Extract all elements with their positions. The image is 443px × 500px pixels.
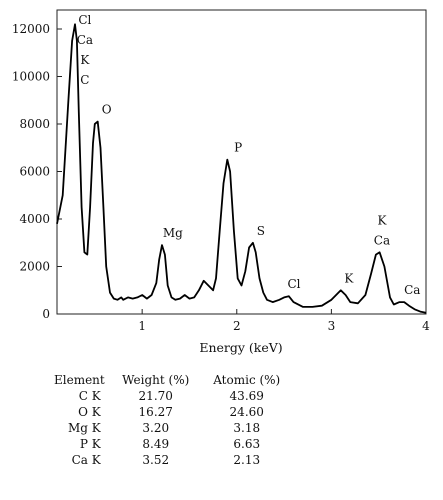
- peak-label: S: [257, 224, 265, 238]
- cell-element: Ca K: [71, 453, 101, 467]
- cell-atomic: 43.69: [229, 389, 264, 403]
- cell-weight: 16.27: [138, 405, 173, 419]
- table-row: P K 8.49 6.63: [50, 436, 293, 452]
- y-tick-label: 8000: [19, 117, 50, 131]
- y-tick-label: 12000: [12, 22, 50, 36]
- table-row: C K 21.70 43.69: [50, 388, 293, 404]
- peak-label: Ca: [374, 233, 390, 247]
- peak-label: P: [234, 141, 242, 155]
- peak-label: Ca: [404, 283, 420, 297]
- element-composition-table: Element Weight (%) Atomic (%) C K 21.70 …: [50, 372, 293, 468]
- cell-atomic: 24.60: [229, 405, 264, 419]
- cell-element: O K: [78, 405, 101, 419]
- y-axis: 0 2000 4000 6000 8000 10000 12000: [12, 22, 62, 321]
- peak-label: Mg: [163, 226, 183, 240]
- spectrum-line: [56, 23, 427, 314]
- peak-label: C: [80, 73, 89, 87]
- cell-weight: 3.20: [142, 421, 170, 435]
- peak-label: O: [102, 103, 112, 117]
- x-tick-label: 2: [233, 319, 241, 333]
- cell-weight: 21.70: [138, 389, 173, 403]
- y-tick-label: 0: [42, 307, 50, 321]
- table-header-row: Element Weight (%) Atomic (%): [50, 372, 293, 388]
- cell-element: Mg K: [67, 421, 101, 435]
- table-row: Ca K 3.52 2.13: [50, 452, 293, 468]
- x-tick-label: 3: [328, 319, 336, 333]
- peak-label: K: [377, 213, 387, 227]
- cell-atomic: 6.63: [233, 437, 261, 451]
- plot-frame: [56, 9, 427, 315]
- y-tick-label: 4000: [19, 212, 50, 226]
- cell-weight: 3.52: [142, 453, 170, 467]
- x-tick-label: 1: [138, 319, 146, 333]
- peak-label: K: [344, 271, 354, 285]
- column-header-weight: Weight (%): [122, 373, 190, 387]
- x-axis-title: Energy (keV): [199, 340, 282, 355]
- y-tick-label: 2000: [19, 260, 50, 274]
- y-tick-label: 6000: [19, 165, 50, 179]
- peak-label: Ca: [77, 33, 93, 47]
- x-axis: 1 2 3 4: [138, 309, 430, 333]
- y-tick-label: 10000: [12, 70, 50, 84]
- cell-atomic: 3.18: [233, 421, 261, 435]
- x-tick-label: 4: [422, 319, 430, 333]
- table-row: Mg K 3.20 3.18: [50, 420, 293, 436]
- column-header-atomic: Atomic (%): [213, 373, 281, 387]
- cell-element: C K: [78, 389, 101, 403]
- table-row: O K 16.27 24.60: [50, 404, 293, 420]
- peak-label: Cl: [78, 13, 91, 27]
- cell-atomic: 2.13: [233, 453, 261, 467]
- cell-element: P K: [79, 437, 101, 451]
- peak-label: K: [80, 53, 90, 67]
- peak-label: Cl: [287, 277, 300, 291]
- cell-weight: 8.49: [142, 437, 170, 451]
- column-header-element: Element: [54, 373, 105, 387]
